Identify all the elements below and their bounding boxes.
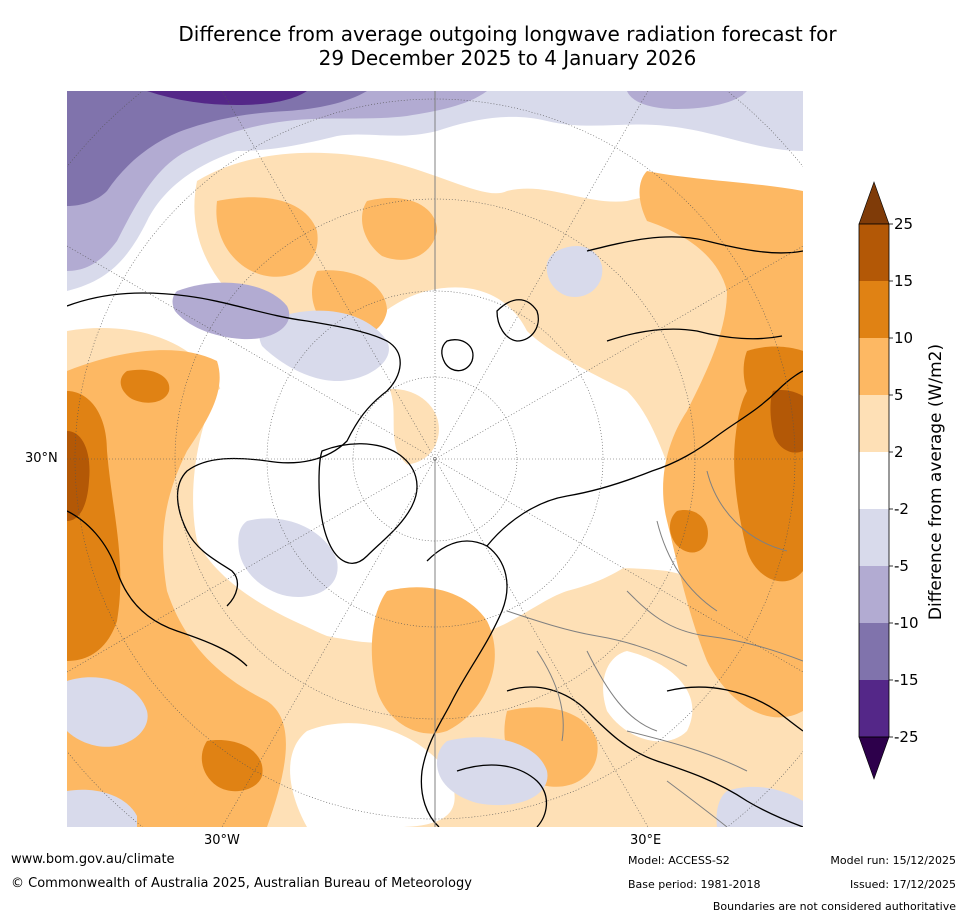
colorbar-block-5-to-10: [859, 338, 889, 395]
footer-disclaimer: Boundaries are not considered authoritat…: [712, 900, 956, 913]
footer-base-period: Base period: 1981-2018: [628, 878, 761, 891]
colorbar-tick-label: 2: [894, 443, 904, 461]
colorbar-tick-label: -25: [894, 728, 919, 746]
footer-issued: Issued: 17/12/2025: [849, 878, 956, 891]
chart-title-line-1: Difference from average outgoing longwav…: [178, 22, 837, 46]
colorbar: 25 15 10 5 2 -2 -5 -10 -15 -25: [855, 180, 965, 790]
anomaly-15-to-25-regions: [67, 389, 803, 521]
footer-website: www.bom.gov.au/climate: [11, 852, 175, 867]
chart-title-line-2: 29 December 2025 to 4 January 2026: [318, 46, 697, 70]
longitude-label-30e: 30°E: [630, 833, 662, 848]
colorbar-block-10-to-15: [859, 281, 889, 338]
colorbar-outline: [858, 223, 890, 738]
colorbar-extend-above: [858, 181, 890, 225]
colorbar-extend-below: [858, 736, 890, 780]
colorbar-block-15-to-25: [859, 224, 889, 281]
colorbar-tick-label: 5: [894, 386, 904, 404]
footer-copyright: © Commonwealth of Australia 2025, Austra…: [11, 876, 472, 891]
colorbar-blocks: [858, 181, 890, 780]
colorbar-tick-label: -15: [894, 671, 919, 689]
anomaly-minus-10-to-minus-15-regions: [67, 91, 367, 206]
colorbar-block-minus-15-to-minus-25: [859, 680, 889, 737]
colorbar-block-minus-2-to-minus-5: [859, 509, 889, 566]
map-canvas: [67, 91, 803, 827]
country-boundaries: [506, 470, 803, 827]
colorbar-tick-label: -5: [894, 557, 909, 575]
colorbar-tick-label: -10: [894, 614, 919, 632]
colorbar-tick-label: 25: [894, 215, 913, 233]
colorbar-tick-label: -2: [894, 500, 909, 518]
coastlines: [67, 236, 803, 827]
colorbar-svg: 25 15 10 5 2 -2 -5 -10 -15 -25: [858, 181, 919, 780]
footer-model: Model: ACCESS-S2: [628, 854, 730, 867]
chart-title: Difference from average outgoing longwav…: [80, 22, 935, 70]
colorbar-title: Difference from average (W/m2): [926, 343, 946, 621]
colorbar-block-minus-5-to-minus-10: [859, 566, 889, 623]
colorbar-tick-label: 15: [894, 272, 913, 290]
latitude-label-30n: 30°N: [25, 451, 58, 466]
footer-model-run: Model run: 15/12/2025: [830, 854, 956, 867]
anomaly-minus-5-to-minus-10-regions: [67, 91, 747, 340]
anomaly-minus-15-to-minus-25-regions: [147, 91, 307, 105]
colorbar-block-2-to-5: [859, 395, 889, 452]
longitude-label-30w: 30°W: [204, 833, 240, 848]
olr-anomaly-map: [67, 91, 803, 827]
colorbar-ticks: 25 15 10 5 2 -2 -5 -10 -15 -25: [889, 215, 919, 746]
colorbar-block-minus-10-to-minus-15: [859, 623, 889, 680]
colorbar-block-neutral: [859, 452, 889, 509]
colorbar-tick-label: 10: [894, 329, 913, 347]
